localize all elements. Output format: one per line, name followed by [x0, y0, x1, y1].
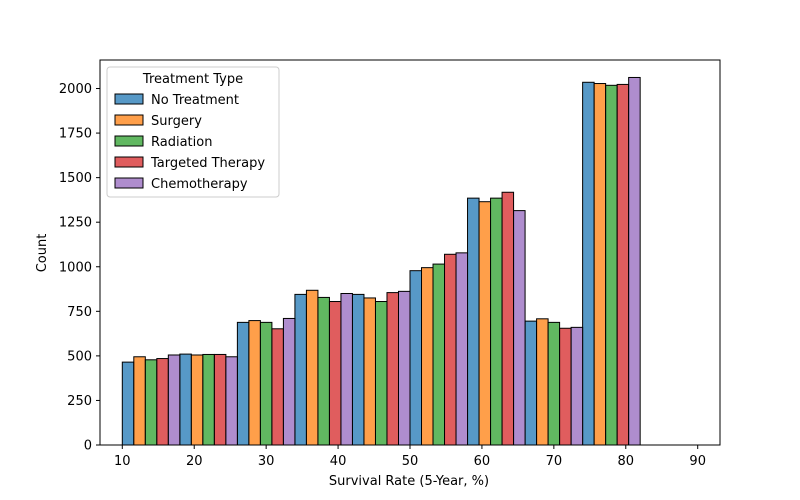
bar-radiation-3 [317, 296, 330, 446]
y-tick-label: 2000 [59, 82, 92, 97]
y-tick-label: 1000 [59, 260, 92, 275]
bar-no-treatment-0 [121, 361, 135, 446]
y-tick-label: 250 [67, 394, 92, 409]
y-tick-label: 0 [84, 439, 92, 454]
x-tick-label: 50 [402, 454, 419, 469]
legend-swatch [114, 177, 144, 189]
legend-swatch [114, 156, 144, 168]
bar-surgery-5 [421, 267, 434, 446]
bars-group [121, 76, 641, 446]
legend-entry-label: Chemotherapy [151, 177, 248, 192]
bar-radiation-5 [432, 263, 446, 446]
legend: Treatment Type No Treatment Surgery Radiati… [106, 66, 280, 198]
bar-no-treatment-1 [179, 353, 192, 446]
bar-targeted-therapy-3 [328, 301, 342, 446]
legend-entry-label: Surgery [151, 114, 202, 129]
bar-surgery-8 [593, 83, 607, 446]
x-tick-label: 80 [618, 454, 635, 469]
bar-surgery-2 [248, 320, 261, 446]
x-tick-label: 20 [186, 454, 203, 469]
legend-swatch [114, 114, 144, 126]
bar-surgery-1 [190, 354, 204, 446]
bar-targeted-therapy-0 [156, 358, 169, 446]
y-tick-label: 1500 [59, 171, 92, 186]
legend-swatch [114, 93, 144, 105]
bar-targeted-therapy-7 [559, 327, 572, 446]
bar-radiation-7 [547, 321, 561, 446]
x-tick-label: 70 [546, 454, 563, 469]
legend-entry-label: Radiation [151, 135, 212, 150]
bar-chemotherapy-6 [513, 210, 526, 446]
bar-extra-4 [409, 270, 423, 446]
axes-group: 10 20 30 40 50 60 70 80 90 0 250 500 750 1000 1250 1500… [59, 59, 721, 469]
bar-no-treatment-7 [524, 320, 538, 446]
y-tick-label: 1750 [59, 127, 92, 142]
y-tick-label: 500 [67, 349, 92, 364]
bar-no-treatment-8 [582, 81, 595, 446]
legend-title: Treatment Type [142, 72, 243, 87]
legend-entry-label: Targeted Therapy [150, 156, 265, 171]
x-tick-label: 40 [330, 454, 347, 469]
bar-no-treatment-3 [294, 293, 307, 446]
bar-targeted-therapy-5 [444, 253, 457, 446]
bar-targeted-therapy-8 [616, 83, 630, 446]
bar-targeted-therapy-2 [271, 328, 284, 446]
bar-chemotherapy-4 [397, 290, 411, 446]
bar-chemotherapy-7 [570, 326, 584, 446]
x-tick-label: 60 [474, 454, 491, 469]
bar-surgery-0 [133, 356, 146, 446]
bar-no-treatment-6 [467, 197, 480, 446]
x-tick-label: 10 [114, 454, 131, 469]
bar-no-treatment-2 [236, 321, 250, 446]
bar-chemotherapy-1 [225, 356, 238, 446]
bar-surgery-7 [536, 318, 549, 446]
y-tick-label: 750 [67, 305, 92, 320]
bar-radiation-8 [605, 84, 618, 446]
bar-chemotherapy-2 [282, 317, 296, 446]
bar-targeted-therapy-6 [501, 191, 515, 446]
x-axis-label: Survival Rate (5-Year, %) [329, 474, 489, 489]
bar-surgery-6 [478, 201, 492, 446]
bar-extra-1 [363, 297, 376, 446]
y-axis-label: Count [35, 234, 50, 273]
legend-swatch [114, 135, 144, 147]
bar-radiation-0 [144, 359, 158, 446]
bar-targeted-therapy-1 [213, 353, 227, 446]
legend-box [106, 66, 280, 198]
bar-chemotherapy-8 [628, 76, 641, 446]
y-tick-label: 1250 [59, 216, 92, 231]
bar-radiation-2 [259, 321, 273, 446]
bar-radiation-6 [490, 197, 503, 446]
bar-chemotherapy-3 [340, 292, 353, 446]
bar-chemotherapy-0 [167, 354, 181, 446]
bar-radiation-1 [202, 353, 215, 446]
bar-extra-3 [386, 292, 399, 446]
bar-extra-0 [351, 293, 365, 446]
bar-extra-2 [374, 301, 388, 446]
bar-surgery-3 [305, 289, 319, 446]
bar-chemotherapy-5 [455, 252, 469, 446]
legend-entry-label: No Treatment [151, 93, 239, 108]
x-tick-label: 30 [258, 454, 275, 469]
x-tick-label: 90 [689, 454, 706, 469]
